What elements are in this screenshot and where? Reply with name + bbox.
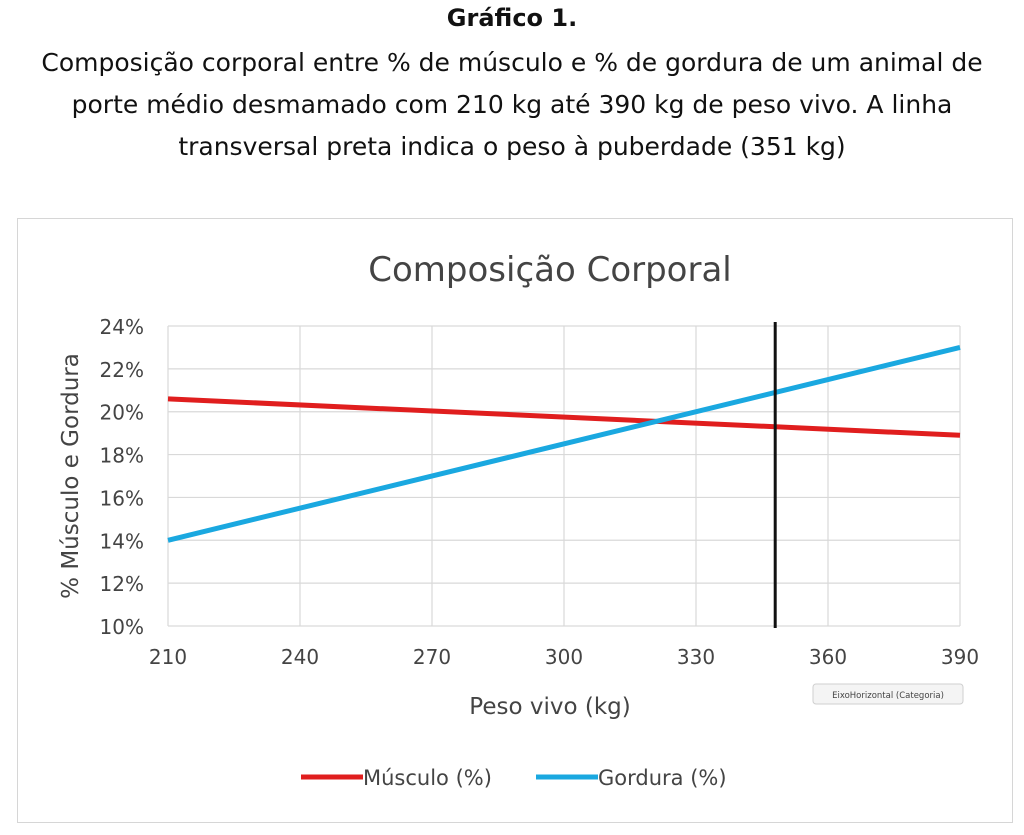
legend-gordura-label: Gordura (%): [598, 766, 727, 790]
chart-title: Composição Corporal: [368, 250, 732, 290]
y-tick-label: 20%: [100, 401, 144, 425]
x-tick-label: 360: [809, 645, 847, 669]
caption-label: Gráfico 1.: [446, 4, 578, 32]
y-tick-label: 22%: [100, 358, 144, 382]
x-tick-label: 330: [677, 645, 715, 669]
y-tick-label: 24%: [100, 315, 144, 339]
y-tick-label: 12%: [100, 572, 144, 596]
y-axis-label: % Músculo e Gordura: [58, 353, 84, 599]
chart-panel: Composição Corporal 10% 12% 14% 16% 18% 20% 22%…: [17, 218, 1013, 823]
musculo-series-line: [167, 396, 961, 438]
y-tick-label: 16%: [100, 486, 144, 510]
caption-text: Composição corporal entre % de músculo e…: [41, 48, 983, 161]
axis-tooltip-box: [812, 683, 964, 705]
x-tick-label: 390: [941, 645, 979, 669]
x-tick-label: 270: [413, 645, 451, 669]
y-tick-label: 10%: [100, 615, 144, 639]
line-chart: Composição Corporal 10% 12% 14% 16% 18% 20% 22%…: [58, 250, 979, 790]
gordura-series-line: [167, 344, 961, 543]
legend-musculo-label: Músculo (%): [363, 766, 492, 790]
axis-tooltip-text: EixoHorizontal (Categoria): [832, 691, 944, 701]
x-axis-label: Peso vivo (kg): [469, 694, 630, 720]
y-tick-label: 18%: [100, 444, 144, 468]
y-tick-label: 14%: [100, 529, 144, 553]
x-tick-label: 240: [281, 645, 319, 669]
x-tick-label: 300: [545, 645, 583, 669]
x-tick-label: 210: [149, 645, 187, 669]
